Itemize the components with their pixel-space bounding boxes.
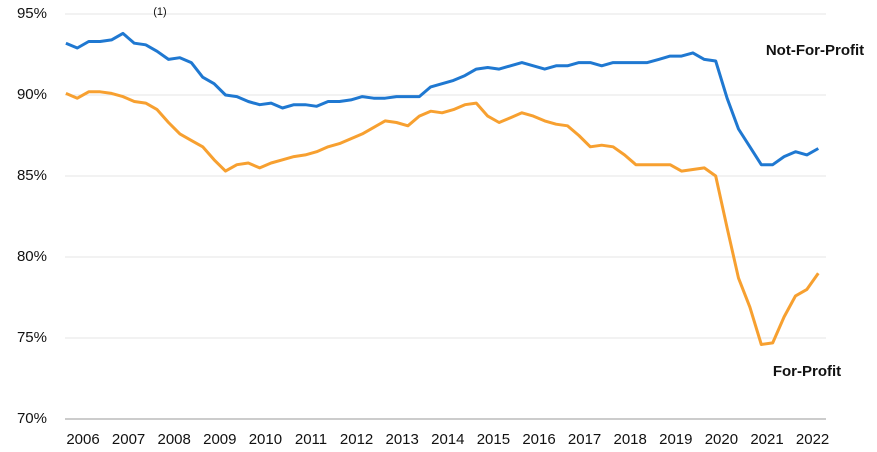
- series-label: Not-For-Profit: [766, 42, 864, 59]
- y-tick-label: 80%: [17, 248, 47, 265]
- series-label: For-Profit: [773, 363, 841, 380]
- plot: 70% 75% 80% 85% 90% 95% 2006 2007 2008 2009 2010 20…: [17, 5, 829, 448]
- y-tick-label: 90%: [17, 86, 47, 103]
- y-tick-label: 95%: [17, 5, 47, 22]
- x-tick-label: 2017: [568, 431, 601, 448]
- series-line: [65, 90, 820, 346]
- x-tick-label: 2014: [431, 431, 464, 448]
- y-tick-label: 75%: [17, 329, 47, 346]
- x-tick-label: 2018: [614, 431, 647, 448]
- x-tick-label: 2022: [796, 431, 829, 448]
- x-tick-label: 2019: [659, 431, 692, 448]
- x-tick-label: 2020: [705, 431, 738, 448]
- x-tick-label: 2015: [477, 431, 510, 448]
- y-tick-label: 85%: [17, 167, 47, 184]
- x-tick-label: 2008: [158, 431, 191, 448]
- x-tick-label: 2016: [522, 431, 555, 448]
- x-tick-label: 2011: [295, 431, 327, 448]
- x-tick-label: 2012: [340, 431, 373, 448]
- x-tick-label: 2021: [750, 431, 783, 448]
- x-tick-label: 2009: [203, 431, 236, 448]
- x-tick-label: 2010: [249, 431, 282, 448]
- annotation: (1): [153, 6, 166, 18]
- x-tick-label: 2006: [66, 431, 99, 448]
- series-line: [65, 31, 820, 167]
- x-tick-label: 2013: [386, 431, 419, 448]
- y-tick-label: 70%: [17, 410, 47, 427]
- x-tick-label: 2007: [112, 431, 145, 448]
